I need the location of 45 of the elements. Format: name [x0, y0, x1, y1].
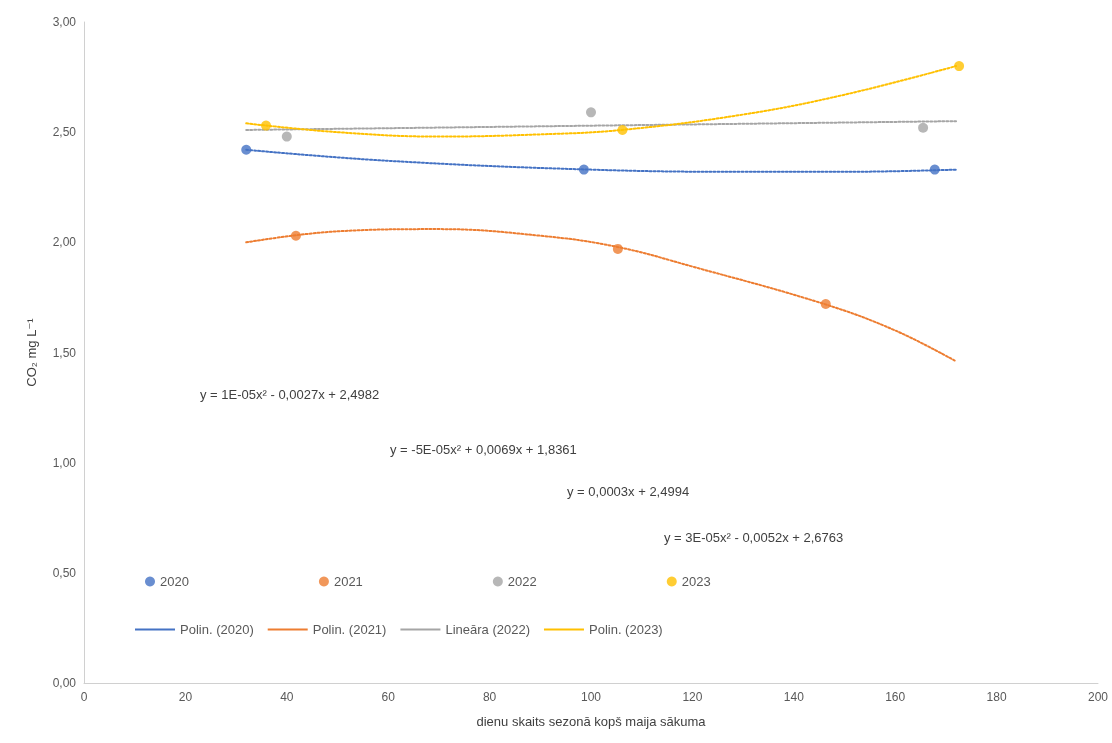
legend-label: 2022 [507, 574, 537, 589]
x-tick-label: 180 [986, 690, 1007, 704]
point [918, 122, 929, 133]
legend-label: Polin. (2020) [180, 622, 254, 637]
point [617, 124, 628, 135]
line-series [245, 228, 958, 363]
x-tick-label: 40 [280, 690, 294, 704]
x-tick-label: 200 [1087, 690, 1109, 704]
x-tick-label: 80 [482, 690, 497, 704]
point [290, 230, 301, 241]
x-tick-label: 60 [381, 690, 396, 704]
legend-label: Lineāra (2022) [445, 622, 530, 637]
x-tick-label: 160 [885, 690, 906, 704]
y-tick-label: 1,00 [52, 455, 77, 470]
y-tick-label: 0,50 [52, 565, 77, 580]
annotation: y = 3E-05x² - 0,0052x + 2,6763 [664, 530, 844, 545]
x-tick-label: 120 [682, 690, 703, 704]
x-tick-label: 140 [783, 690, 805, 704]
point [261, 120, 272, 131]
legend-label: 2020 [160, 574, 189, 589]
y-tick-label: 2,00 [52, 235, 77, 250]
point [586, 107, 596, 118]
point [929, 164, 940, 175]
legend-label: Polin. (2023) [588, 622, 663, 637]
point [954, 61, 965, 72]
y-axis-title: CO₂ mg L⁻¹ [24, 317, 39, 387]
y-tick-label: 2,50 [52, 125, 77, 140]
point [281, 131, 292, 142]
point [612, 243, 623, 254]
point [241, 144, 252, 155]
annotation: y = -5E-05x² + 0,0069x + 1,8361 [390, 442, 577, 457]
point [578, 164, 589, 175]
point [820, 299, 831, 310]
legend-label: 2023 [681, 574, 711, 589]
x-tick-label: 20 [178, 690, 193, 704]
y-tick-label: 0,00 [52, 676, 77, 690]
y-tick-label: 1,50 [52, 345, 77, 360]
legend-label: Polin. (2021) [312, 622, 387, 637]
x-axis-title: dienu skaits sezonā kopš maija sākuma [476, 714, 707, 729]
annotation: y = 0,0003x + 2,4994 [567, 484, 690, 499]
y-tick-label: 3,00 [52, 15, 77, 29]
x-tick-label: 100 [580, 690, 602, 704]
annotation: y = 1E-05x² - 0,0027x + 2,4982 [200, 387, 380, 402]
legend-label: 2021 [333, 574, 363, 589]
x-tick-label: 0 [80, 690, 88, 704]
